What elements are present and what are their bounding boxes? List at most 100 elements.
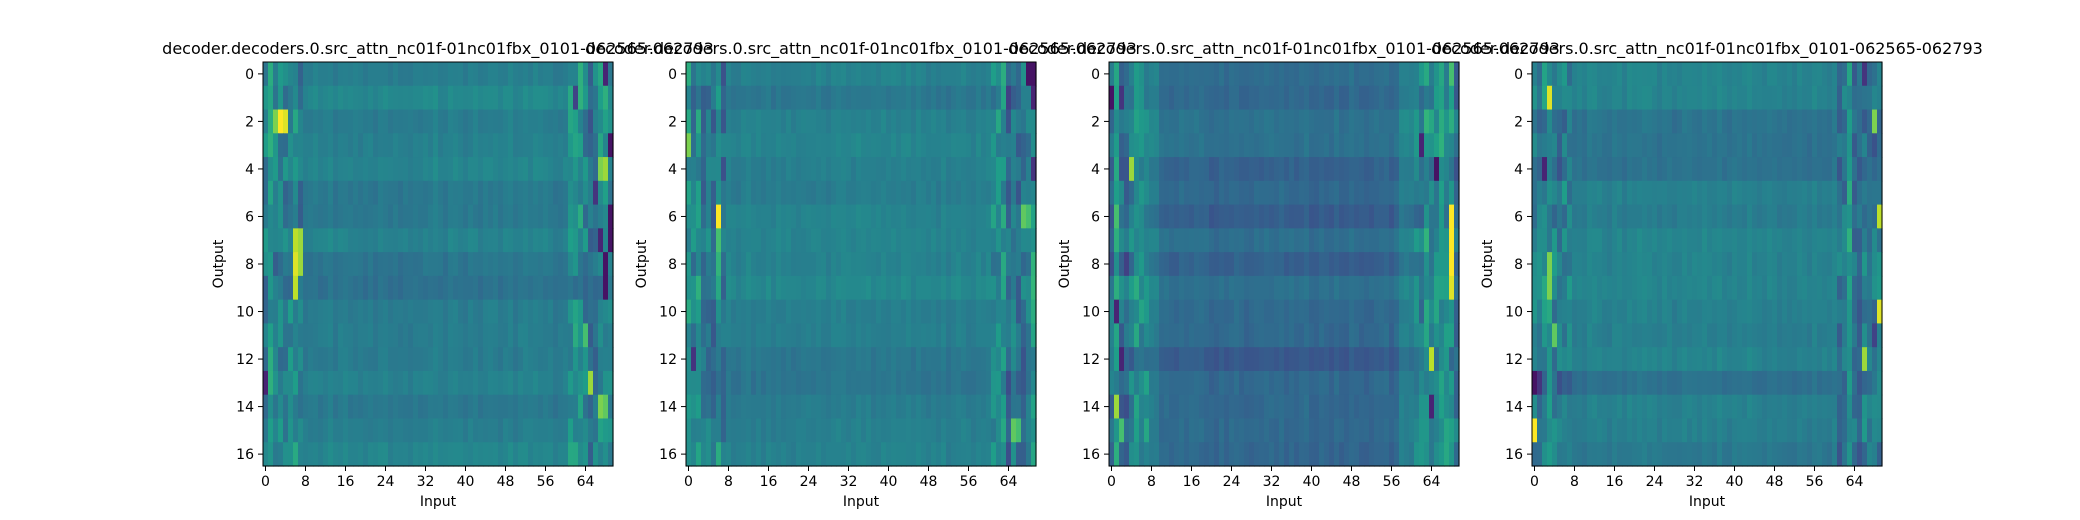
heatmap-cell bbox=[1409, 394, 1415, 420]
heatmap-cell bbox=[1144, 418, 1150, 443]
heatmap-cell bbox=[1787, 85, 1793, 111]
heatmap-cell bbox=[1542, 418, 1548, 443]
heatmap-cell bbox=[328, 323, 334, 348]
heatmap-cell bbox=[1692, 228, 1698, 253]
heatmap-cell bbox=[1632, 442, 1638, 467]
heatmap-cell bbox=[553, 442, 559, 467]
heatmap-cell bbox=[1612, 133, 1618, 158]
heatmap-cell bbox=[1031, 370, 1037, 396]
heatmap-cell bbox=[1026, 180, 1032, 206]
heatmap-cell bbox=[961, 85, 967, 111]
heatmap-cell bbox=[1697, 157, 1703, 182]
heatmap-cell bbox=[1174, 62, 1180, 87]
heatmap-cell bbox=[608, 252, 614, 277]
heatmap-cell bbox=[1124, 180, 1130, 206]
heatmap-cell bbox=[706, 347, 712, 372]
heatmap-cell bbox=[453, 323, 459, 348]
heatmap-cell bbox=[1842, 275, 1848, 301]
heatmap-cell bbox=[981, 275, 987, 301]
heatmap-cell bbox=[751, 180, 757, 206]
heatmap-cell bbox=[1414, 62, 1420, 87]
heatmap-cell bbox=[751, 275, 757, 301]
heatmap-cell bbox=[468, 418, 474, 443]
heatmap-cell bbox=[473, 252, 479, 277]
heatmap-cell bbox=[608, 418, 614, 443]
heatmap-cell bbox=[1434, 347, 1440, 372]
heatmap-cell bbox=[1329, 370, 1335, 396]
y-axis-label: Output bbox=[1057, 239, 1073, 288]
heatmap-cell bbox=[1314, 62, 1320, 87]
heatmap-cell bbox=[398, 347, 404, 372]
heatmap-cell bbox=[996, 204, 1002, 229]
heatmap-cell bbox=[696, 394, 702, 420]
heatmap-cell bbox=[1304, 62, 1310, 87]
heatmap-cell bbox=[936, 133, 942, 158]
heatmap-cell bbox=[1827, 323, 1833, 348]
heatmap-cell bbox=[1324, 85, 1330, 111]
heatmap-cell bbox=[1439, 180, 1445, 206]
heatmap-cell bbox=[1592, 157, 1598, 182]
heatmap-cell bbox=[846, 252, 852, 277]
heatmap-cell bbox=[1324, 347, 1330, 372]
heatmap-cell bbox=[796, 133, 802, 158]
heatmap-cell bbox=[328, 109, 334, 134]
heatmap-cell bbox=[1214, 370, 1220, 396]
heatmap-cell bbox=[1314, 180, 1320, 206]
heatmap-cell bbox=[931, 370, 937, 396]
heatmap-cell bbox=[433, 228, 439, 253]
heatmap-cell bbox=[736, 347, 742, 372]
heatmap-cell bbox=[448, 62, 454, 87]
heatmap-cell bbox=[1199, 85, 1205, 111]
heatmap-cell bbox=[438, 418, 444, 443]
heatmap-cell bbox=[971, 204, 977, 229]
heatmap-cell bbox=[1249, 418, 1255, 443]
heatmap-cell bbox=[373, 62, 379, 87]
heatmap-cell bbox=[378, 180, 384, 206]
heatmap-cell bbox=[736, 252, 742, 277]
heatmap-cell bbox=[563, 252, 569, 277]
heatmap-cell bbox=[1867, 85, 1873, 111]
heatmap-cell bbox=[1802, 85, 1808, 111]
heatmap-cell bbox=[343, 157, 349, 182]
heatmap-cell bbox=[1827, 204, 1833, 229]
heatmap-cell bbox=[811, 394, 817, 420]
heatmap-cell bbox=[488, 204, 494, 229]
heatmap-cell bbox=[1424, 228, 1430, 253]
heatmap-cell bbox=[548, 85, 554, 111]
heatmap-cell bbox=[1707, 418, 1713, 443]
heatmap-cell bbox=[1752, 228, 1758, 253]
heatmap-cell bbox=[1124, 133, 1130, 158]
heatmap-cell bbox=[951, 204, 957, 229]
heatmap-cell bbox=[348, 204, 354, 229]
heatmap-cell bbox=[1214, 228, 1220, 253]
heatmap-cell bbox=[363, 62, 369, 87]
heatmap-cell bbox=[1259, 85, 1265, 111]
heatmap-cell bbox=[1757, 62, 1763, 87]
heatmap-cell bbox=[686, 394, 692, 420]
heatmap-cell bbox=[1657, 418, 1663, 443]
heatmap-cell bbox=[801, 275, 807, 301]
heatmap-cell bbox=[766, 275, 772, 301]
heatmap-cell bbox=[1354, 157, 1360, 182]
heatmap-cell bbox=[821, 204, 827, 229]
heatmap-cell bbox=[1149, 275, 1155, 301]
heatmap-cell bbox=[1399, 418, 1405, 443]
heatmap-cell bbox=[1394, 394, 1400, 420]
heatmap-cell bbox=[553, 62, 559, 87]
heatmap-cell bbox=[1677, 442, 1683, 467]
heatmap-cell bbox=[1031, 133, 1037, 158]
heatmap-cell bbox=[1339, 370, 1345, 396]
heatmap-cell bbox=[1454, 204, 1460, 229]
heatmap-cell bbox=[1597, 299, 1603, 325]
heatmap-cell bbox=[886, 418, 892, 443]
heatmap-cell bbox=[1329, 252, 1335, 277]
heatmap-cell bbox=[573, 157, 579, 182]
heatmap-cell bbox=[333, 394, 339, 420]
heatmap-cell bbox=[1239, 204, 1245, 229]
heatmap-cell bbox=[1782, 204, 1788, 229]
heatmap-cell bbox=[1021, 204, 1027, 229]
heatmap-cell bbox=[1532, 204, 1538, 229]
heatmap-cell bbox=[523, 157, 529, 182]
heatmap-cell bbox=[1204, 442, 1210, 467]
heatmap-cell bbox=[1842, 418, 1848, 443]
